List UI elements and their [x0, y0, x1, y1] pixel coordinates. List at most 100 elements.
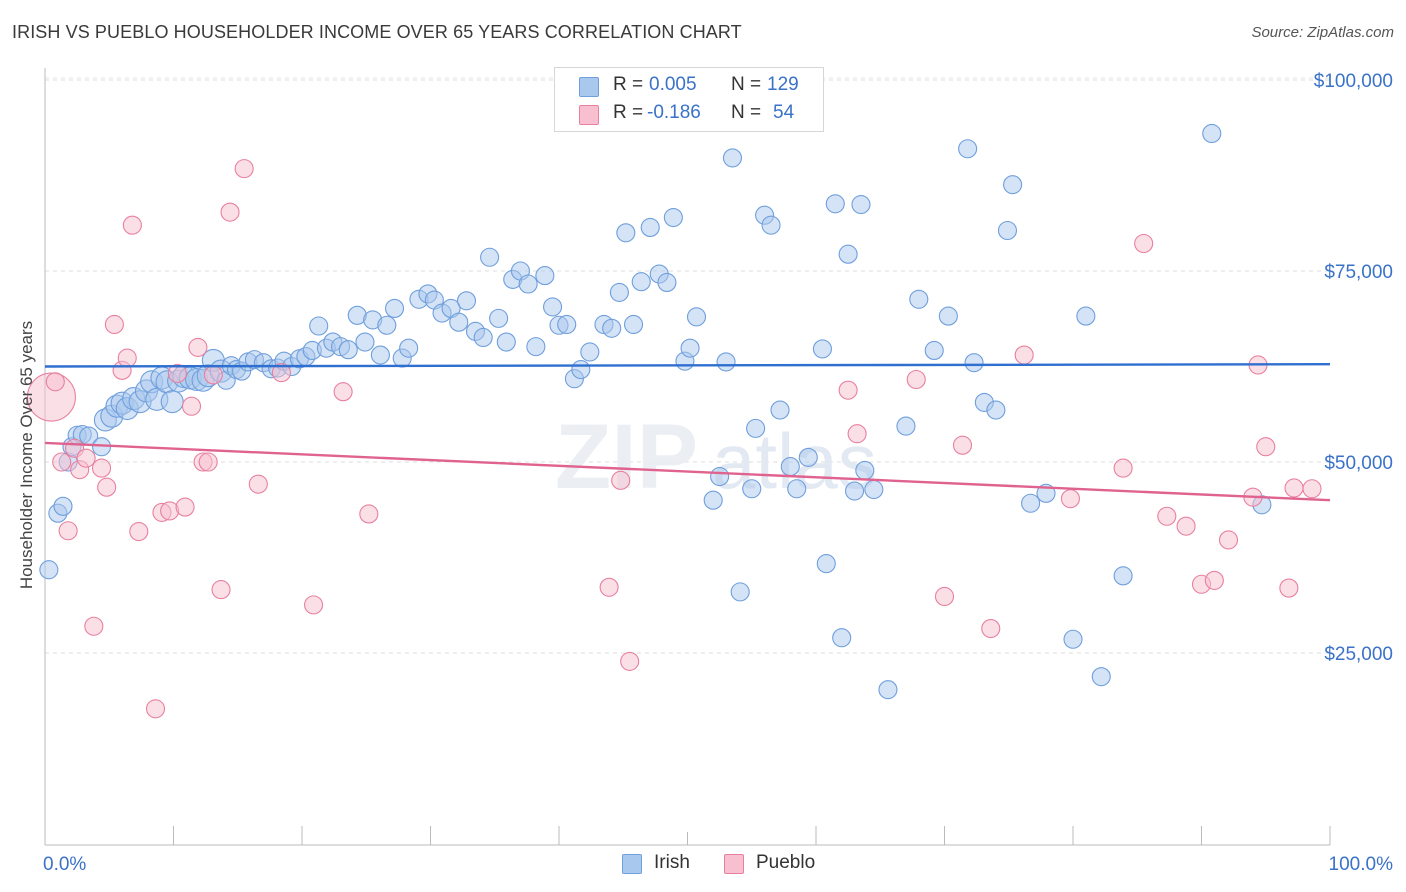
pueblo-point — [58, 521, 78, 541]
irish-point — [997, 220, 1018, 241]
irish-point — [855, 460, 875, 480]
pueblo-point — [45, 372, 65, 392]
irish-point — [489, 308, 509, 328]
irish-point — [938, 306, 958, 326]
irish-point — [449, 312, 469, 332]
irish-point — [703, 490, 723, 510]
irish-point — [370, 345, 390, 365]
irish-point — [844, 481, 865, 501]
irish-point — [780, 457, 800, 477]
irish-point — [616, 223, 636, 243]
r-label: R = — [613, 102, 644, 123]
axes — [44, 68, 1331, 846]
irish-point — [746, 418, 766, 438]
pueblo-point — [1060, 489, 1080, 509]
legend-item-irish[interactable]: Irish — [622, 851, 722, 877]
pueblo-swatch — [579, 105, 599, 125]
irish-point — [1091, 667, 1111, 687]
irish-point — [958, 139, 978, 159]
points — [26, 76, 1322, 719]
irish-point — [798, 447, 818, 467]
irish-point — [557, 314, 577, 335]
y-tick-label: $50,000 — [1324, 453, 1393, 474]
irish-point — [742, 479, 762, 499]
irish-point — [480, 247, 500, 267]
irish-point — [399, 338, 419, 358]
irish-point — [838, 244, 858, 264]
irish-point — [1063, 629, 1083, 649]
pueblo-point — [1204, 570, 1224, 590]
irish-point — [909, 289, 929, 309]
pueblo-point — [838, 380, 858, 400]
tick-labels: $25,000 $50,000 $75,000 $100,000 0.0% 100.0% — [43, 71, 1393, 875]
pueblo-point — [104, 314, 124, 335]
pueblo-point — [620, 651, 640, 671]
irish-point — [1003, 175, 1023, 195]
pueblo-point — [1014, 345, 1034, 365]
x-tick-label: 0.0% — [43, 854, 86, 875]
irish-point — [680, 338, 700, 358]
irish-point — [377, 315, 397, 335]
pueblo-point — [211, 580, 231, 600]
y-tick-label: $25,000 — [1324, 644, 1393, 665]
irish-legend-swatch — [622, 854, 642, 874]
pueblo-point — [117, 348, 137, 368]
pueblo-point — [181, 396, 202, 416]
irish-point — [878, 680, 898, 700]
irish-point — [602, 318, 622, 338]
stats-box: R = 0.005 N = 129 R = -0.186 N = 54 — [554, 67, 824, 132]
irish-point — [851, 194, 871, 215]
pueblo-point — [1218, 530, 1239, 550]
irish-point — [535, 266, 555, 286]
irish-point — [384, 298, 405, 318]
irish-point — [864, 479, 884, 500]
irish-point — [309, 316, 329, 336]
irish-point — [473, 327, 493, 348]
pueblo-point — [248, 474, 268, 494]
pueblo-legend-swatch — [724, 854, 744, 874]
irish-point — [543, 297, 563, 317]
legend-item-pueblo[interactable]: Pueblo — [724, 851, 834, 877]
pueblo-point — [359, 504, 379, 524]
irish-trend-line — [44, 363, 1331, 368]
pueblo-point — [599, 577, 619, 597]
irish-point — [526, 337, 546, 357]
y-axis-label: Householder Income Over 65 years — [17, 320, 36, 590]
irish-point — [896, 416, 916, 436]
pueblo-point — [1134, 233, 1154, 254]
x-tick-label: 100.0% — [1329, 854, 1394, 875]
pueblo-point — [220, 202, 240, 222]
pueblo-point — [981, 619, 1001, 639]
pueblo-point — [1302, 479, 1322, 499]
pueblo-point — [952, 435, 973, 455]
pueblo-point — [847, 424, 867, 444]
irish-point — [1202, 123, 1222, 144]
watermark-zip: ZIP — [555, 406, 698, 508]
irish-point — [964, 353, 984, 373]
irish-point — [1113, 566, 1133, 586]
pueblo-point — [304, 595, 324, 615]
n-label: N = — [731, 102, 762, 123]
source-label: Source: ZipAtlas.com — [1251, 24, 1394, 41]
irish-point — [710, 466, 730, 487]
irish-swatch — [579, 77, 599, 97]
pueblo-point — [1256, 437, 1276, 457]
chart-title: IRISH VS PUEBLO HOUSEHOLDER INCOME OVER … — [12, 22, 742, 42]
n-label: N = — [731, 74, 762, 95]
irish-point — [986, 400, 1006, 420]
y-tick-label: $100,000 — [1314, 71, 1393, 92]
irish-point — [609, 282, 629, 302]
irish-point — [1021, 493, 1041, 513]
irish-point — [663, 207, 683, 228]
pueblo-point — [1284, 478, 1304, 498]
pueblo-point — [188, 337, 208, 357]
n-value: 129 — [767, 74, 799, 95]
series-pueblo — [26, 159, 1322, 719]
pueblo-point — [84, 616, 104, 636]
irish-point — [1076, 306, 1096, 326]
trend-lines — [44, 363, 1331, 502]
pueblo-point — [122, 215, 142, 235]
pueblo-point — [1176, 516, 1196, 536]
y-tick-label: $75,000 — [1324, 262, 1393, 283]
irish-point — [761, 215, 781, 235]
